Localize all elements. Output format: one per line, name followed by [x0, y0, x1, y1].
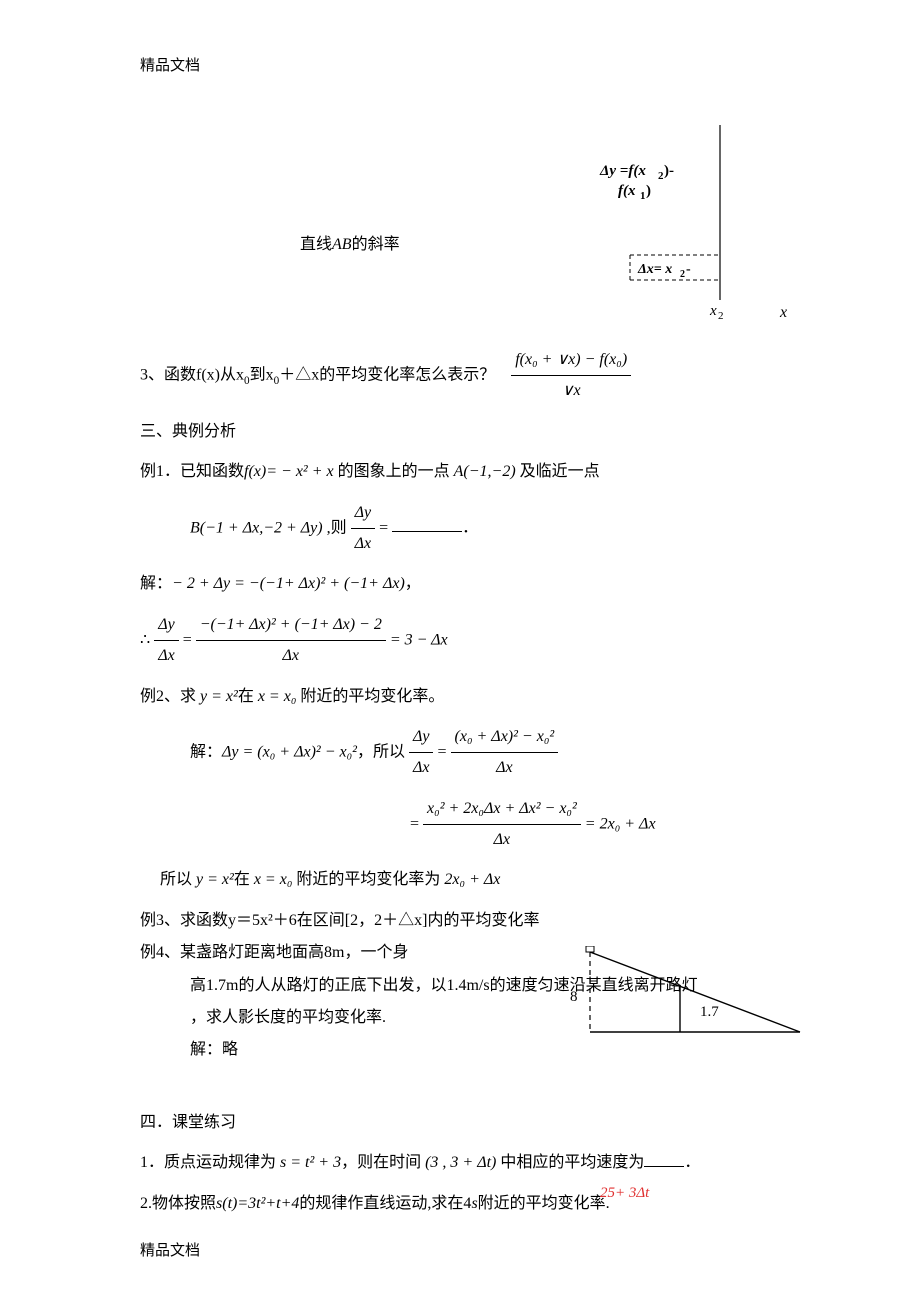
svg-text:x: x — [709, 303, 717, 319]
svg-text:1: 1 — [640, 190, 646, 202]
q3-fraction: f(x₀ + ∨x) − f(x₀) ∨x — [511, 345, 631, 407]
practice-2-answer: 25+ 3Δt — [600, 1179, 649, 1208]
example-1-line2: B(−1 + Δx,−2 + Δy) ,则 Δy Δx = ． — [140, 498, 780, 560]
page-header: 精品文档 — [140, 54, 780, 75]
svg-text:2: 2 — [718, 310, 724, 322]
practice-2: 2.物体按照s(t)=3t²+t+4的规律作直线运动,求在4s附近的平均变化率.… — [140, 1189, 780, 1219]
section-3-title: 三、典例分析 — [140, 417, 780, 447]
svg-text:Δx= x: Δx= x — [637, 262, 672, 277]
svg-text:): ) — [646, 183, 651, 199]
example-2-solution-1: 解：Δy = (x₀ + Δx)² − x₀²，所以 Δy Δx = (x₀ +… — [140, 722, 780, 784]
example-2-conclusion: 所以 y = x²在 x = x₀ 附近的平均变化率为 2x₀ + Δx — [140, 865, 780, 895]
practice-1: 1．质点运动规律为 s = t² + 3，则在时间 (3 , 3 + Δt) 中… — [140, 1148, 780, 1178]
example-4: 例4、某盏路灯距离地面高8m，一个身 高1.7m的人从路灯的正底下出发，以1.4… — [140, 938, 780, 1066]
svg-text:Δy =f(x: Δy =f(x — [599, 163, 646, 179]
example-2-line1: 例2、求 y = x²在 x = x₀ 附近的平均变化率。 — [140, 682, 780, 712]
example-1-solution-2: ∴ Δy Δx = −(−1+ Δx)² + (−1+ Δx) − 2 Δx =… — [140, 610, 780, 672]
streetlight-diagram-svg: 8 1.7 — [560, 946, 820, 1046]
slope-line-label: 直线AB的斜率 — [300, 230, 400, 254]
svg-text:2: 2 — [680, 269, 685, 280]
example-3: 例3、求函数y＝5x²＋6在区间[2，2＋△x]内的平均变化率 — [140, 906, 780, 936]
svg-text:f(x: f(x — [618, 183, 636, 199]
question-3: 3、函数f(x)从x0到x0＋△x的平均变化率怎么表示？ f(x₀ + ∨x) … — [140, 345, 780, 407]
example-2-solution-2: = x₀² + 2x₀Δx + Δx² − x₀² Δx = 2x₀ + Δx — [140, 794, 780, 856]
svg-text:x: x — [779, 304, 787, 321]
example-1-solution-1: 解：− 2 + Δy = −(−1+ Δx)² + (−1+ Δx)， — [140, 569, 780, 599]
svg-text:8: 8 — [570, 989, 578, 1005]
svg-text:-: - — [686, 262, 691, 277]
rate-of-change-diagram: 直线AB的斜率 Δy =f(x 2 )- f(x 1 ) Δx= x 2 - x… — [140, 125, 780, 325]
svg-text:)-: )- — [664, 163, 674, 179]
svg-text:1.7: 1.7 — [700, 1004, 719, 1020]
page-footer: 精品文档 — [140, 1239, 780, 1260]
example-1-line1: 例1．已知函数f(x)= − x² + x 的图象上的一点 A(−1,−2) 及… — [140, 457, 780, 487]
section-4-title: 四．课堂练习 — [140, 1108, 780, 1138]
document-page: 精品文档 直线AB的斜率 Δy =f(x 2 )- f(x 1 ) Δx= x … — [0, 0, 920, 1300]
delta-diagram-svg: Δy =f(x 2 )- f(x 1 ) Δx= x 2 - x 2 x — [490, 125, 830, 325]
